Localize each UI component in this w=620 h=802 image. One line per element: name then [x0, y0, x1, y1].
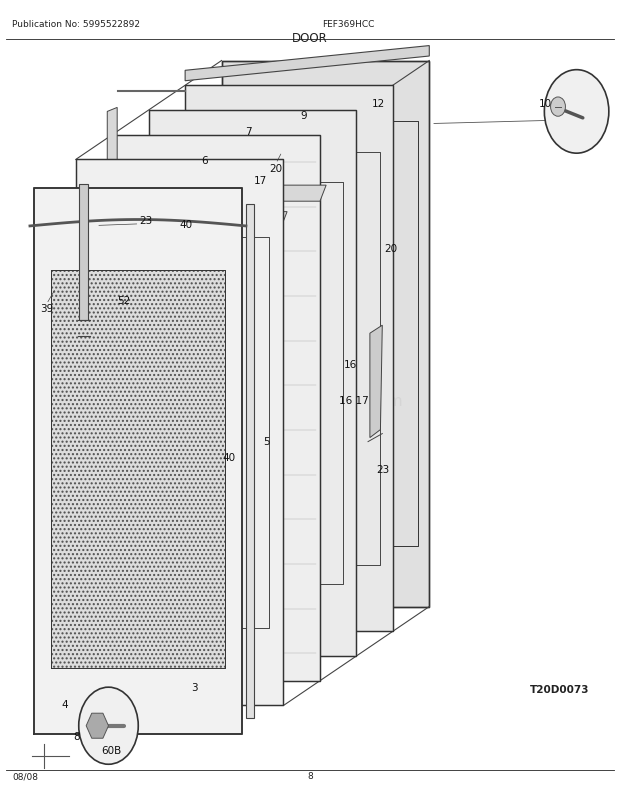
- Text: 8: 8: [307, 772, 313, 780]
- Circle shape: [79, 687, 138, 764]
- Text: 4: 4: [62, 699, 68, 709]
- Polygon shape: [86, 713, 108, 739]
- Text: 10: 10: [539, 99, 552, 109]
- Polygon shape: [104, 213, 287, 229]
- Polygon shape: [185, 47, 429, 82]
- Polygon shape: [370, 326, 383, 438]
- Circle shape: [544, 71, 609, 154]
- Text: 3: 3: [191, 683, 197, 692]
- Circle shape: [551, 98, 565, 117]
- Text: 23: 23: [139, 216, 153, 225]
- Text: 16 17: 16 17: [339, 396, 368, 406]
- Polygon shape: [112, 136, 320, 681]
- Text: 40: 40: [179, 220, 193, 229]
- Polygon shape: [76, 160, 283, 706]
- Text: 16: 16: [343, 360, 357, 370]
- Text: 9: 9: [301, 111, 307, 121]
- Text: 17: 17: [254, 176, 267, 185]
- Polygon shape: [221, 62, 429, 607]
- Polygon shape: [149, 111, 356, 656]
- Text: 8: 8: [73, 731, 79, 741]
- Text: 7: 7: [245, 128, 251, 137]
- Text: 08/08: 08/08: [12, 772, 38, 780]
- Text: 6: 6: [202, 156, 208, 165]
- Text: DOOR: DOOR: [292, 32, 328, 45]
- Text: 39: 39: [40, 304, 53, 314]
- Text: 12: 12: [371, 99, 385, 109]
- Polygon shape: [143, 186, 326, 202]
- Text: 20: 20: [384, 244, 397, 253]
- Polygon shape: [107, 108, 117, 681]
- Text: 5: 5: [264, 436, 270, 446]
- Text: 20: 20: [269, 164, 283, 173]
- Polygon shape: [246, 205, 254, 718]
- Polygon shape: [185, 86, 393, 631]
- Text: Publication No: 5995522892: Publication No: 5995522892: [12, 20, 140, 29]
- Text: 60B: 60B: [102, 745, 122, 755]
- Text: 52: 52: [117, 296, 131, 306]
- Text: 23: 23: [376, 464, 390, 474]
- Polygon shape: [51, 270, 225, 668]
- Polygon shape: [79, 184, 88, 321]
- Text: appliancepartspros.com: appliancepartspros.com: [218, 394, 402, 408]
- Text: FEF369HCC: FEF369HCC: [322, 20, 374, 29]
- Text: T20D0073: T20D0073: [529, 684, 589, 694]
- Text: 40: 40: [223, 452, 236, 462]
- Polygon shape: [34, 188, 242, 734]
